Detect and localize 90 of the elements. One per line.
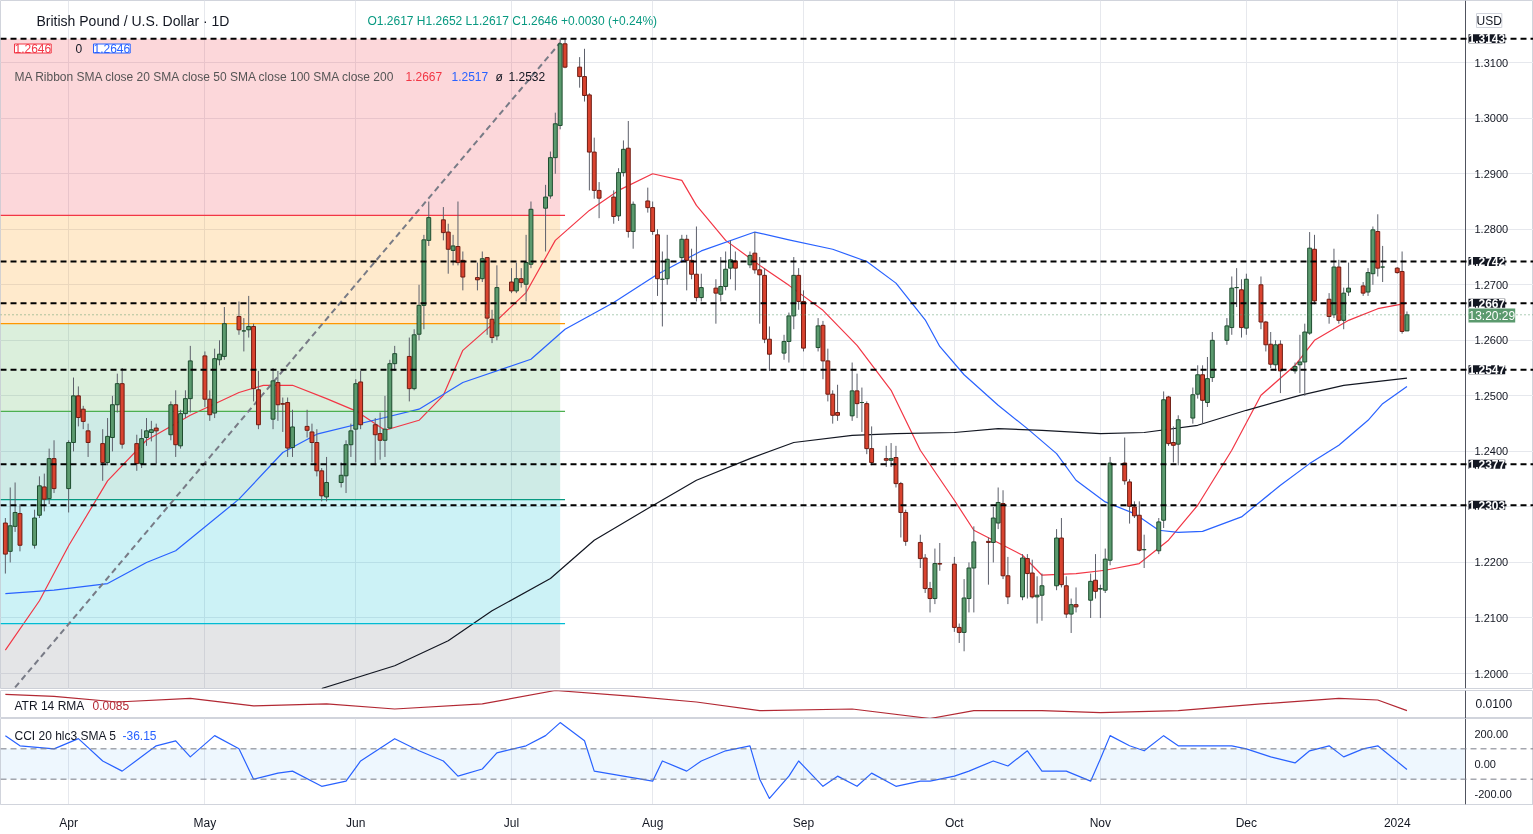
candlestick (728, 239, 733, 280)
x-tick-label: Nov (1089, 815, 1112, 830)
candlestick (148, 420, 154, 442)
y-tick-label: 1.2700 (1474, 278, 1509, 291)
candlestick (1273, 339, 1279, 372)
x-tick-label: Aug (641, 815, 664, 830)
ref-line-label: 1.2742 (1468, 254, 1506, 269)
x-tick-label: Jul (503, 815, 520, 830)
line-series (4, 231, 1408, 595)
y-tick-label: 1.2200 (1474, 556, 1509, 569)
candlestick (679, 234, 685, 264)
annotation: 1.2667 (405, 70, 443, 84)
candlestick (698, 273, 704, 302)
x-tick-label: Apr (59, 815, 78, 830)
y-tick-label: -200.00 (1474, 788, 1512, 801)
candlestick (732, 250, 738, 291)
candlestick (153, 423, 159, 465)
candlestick (450, 234, 456, 266)
candlestick (888, 442, 894, 468)
candlestick (1039, 573, 1045, 622)
y-tick-label: 1.2000 (1474, 667, 1509, 680)
candlestick (1088, 573, 1094, 619)
y-tick-label: 1.2800 (1474, 223, 1509, 236)
candlestick (1380, 245, 1386, 283)
candlestick (1093, 553, 1098, 600)
annotation: 13:20:29 (1468, 308, 1516, 323)
ref-line-label: 1.2667 (1468, 296, 1506, 311)
x-tick-label: May (193, 815, 217, 830)
y-tick-label: 1.2600 (1474, 334, 1509, 347)
candlestick (611, 189, 617, 225)
text: ATR 14 RMA (14, 698, 85, 713)
y-tick-label: 1.2500 (1474, 389, 1509, 402)
candlestick (513, 262, 519, 294)
candlestick (85, 423, 91, 458)
annotation: 1.2517 (451, 70, 489, 84)
annotation: -36.15 (122, 729, 157, 743)
ref-line-label: 1.3143 (1468, 32, 1506, 47)
y-tick-label: 1.3000 (1474, 112, 1509, 125)
annotation: 1.2646 (93, 42, 131, 56)
y-tick-label: 1.2100 (1474, 611, 1509, 624)
candlestick (134, 434, 140, 472)
candlestick (1204, 356, 1210, 408)
annotation: 0 (75, 42, 83, 56)
annotation: 1.2646 (14, 42, 52, 56)
candlestick (1122, 437, 1128, 486)
candlestick (664, 234, 670, 286)
candlestick (372, 417, 378, 466)
candlestick (479, 250, 485, 283)
line-series (4, 722, 1408, 800)
annotation: 0.0085 (92, 699, 130, 713)
candlestick (684, 234, 690, 291)
ref-line-label: 1.2377 (1468, 457, 1506, 472)
x-tick-label: Jun (346, 815, 366, 830)
candlestick (1073, 586, 1079, 613)
annotation: 0.0100 (1475, 697, 1513, 711)
text: CCI 20 hlc3 SMA 5 (14, 728, 117, 743)
candlestick (937, 542, 943, 572)
ref-line-label: 1.2303 (1468, 498, 1506, 513)
candlestick (100, 428, 106, 482)
annotation: 1.2532 (508, 70, 546, 84)
candlestick (693, 226, 699, 302)
x-tick-label: Sep (792, 815, 815, 830)
candlestick (324, 456, 330, 502)
candlestick (290, 409, 295, 458)
y-tick-label: 1.2900 (1474, 167, 1509, 180)
candlestick (562, 38, 568, 69)
candlestick (985, 536, 991, 586)
candlestick (474, 262, 480, 291)
candlestick (445, 223, 451, 275)
candlestick (518, 267, 524, 289)
annotation: MA Ribbon SMA close 20 SMA close 50 SMA close 100 SMA close 200 (14, 69, 394, 84)
x-tick-label: 2024 (1383, 815, 1411, 830)
x-tick-label: Dec (1235, 815, 1258, 830)
candlestick (241, 317, 247, 352)
candlestick (883, 445, 889, 468)
line-series (321, 377, 1408, 689)
text: British Pound / U.S. Dollar · 1D (36, 12, 230, 29)
x-tick-label: Oct (945, 815, 965, 830)
candlestick (509, 267, 514, 294)
y-tick-label: 0.00 (1474, 758, 1496, 770)
y-tick-label: 1.2400 (1474, 445, 1509, 458)
y-tick-label: 1.3100 (1474, 56, 1509, 69)
candlestick (275, 370, 281, 422)
annotation: USD (1476, 13, 1503, 28)
candlestick (41, 473, 47, 512)
ref-line-label: 1.2547 (1468, 363, 1506, 378)
text: O1.2617 H1.2652 L1.2617 C1.2646 +0.0030 (+0.24%) (367, 13, 658, 28)
candlestick (713, 278, 719, 325)
annotation: ø (495, 69, 504, 84)
y-tick-label: 200.00 (1474, 727, 1509, 740)
